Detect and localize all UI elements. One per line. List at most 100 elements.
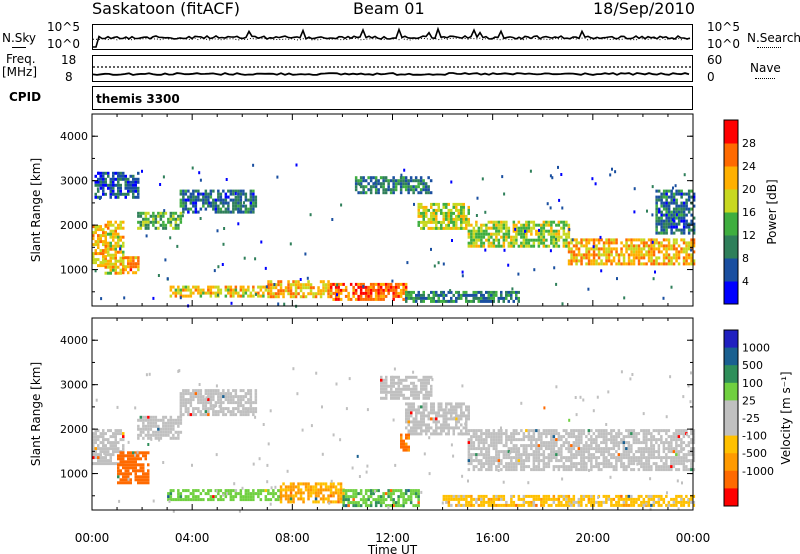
data-cell bbox=[660, 204, 663, 208]
data-cell bbox=[577, 441, 581, 445]
data-cell bbox=[572, 462, 576, 466]
data-cell bbox=[610, 250, 613, 254]
data-cell bbox=[535, 232, 538, 236]
data-cell bbox=[660, 244, 663, 248]
data-cell bbox=[260, 240, 263, 244]
data-cell bbox=[249, 498, 253, 502]
data-cell bbox=[362, 495, 365, 499]
data-cell bbox=[97, 438, 100, 442]
data-cell bbox=[467, 299, 470, 303]
data-cell bbox=[390, 384, 393, 388]
data-cell bbox=[686, 433, 689, 437]
data-cell bbox=[655, 195, 658, 199]
data-cell bbox=[550, 432, 553, 436]
data-cell bbox=[119, 192, 122, 196]
data-cell bbox=[457, 420, 460, 424]
data-cell bbox=[542, 432, 546, 436]
data-cell bbox=[540, 459, 543, 463]
data-cell bbox=[242, 407, 245, 411]
data-cell bbox=[257, 489, 260, 493]
data-cell bbox=[540, 497, 543, 501]
data-cell bbox=[407, 405, 410, 409]
data-cell bbox=[357, 297, 360, 301]
data-cell bbox=[520, 459, 523, 463]
data-cell bbox=[174, 226, 178, 230]
data-cell bbox=[349, 297, 353, 301]
data-cell bbox=[622, 500, 626, 504]
data-cell bbox=[174, 220, 178, 224]
data-cell bbox=[555, 453, 558, 457]
data-cell bbox=[430, 211, 433, 215]
data-cell bbox=[652, 444, 656, 448]
data-cell bbox=[562, 220, 566, 224]
data-cell bbox=[455, 226, 458, 230]
data-cell bbox=[680, 438, 683, 442]
data-cell bbox=[475, 223, 478, 227]
beam-title: Beam 01 bbox=[353, 0, 425, 18]
data-cell bbox=[169, 288, 173, 292]
data-cell bbox=[442, 423, 445, 427]
data-cell bbox=[207, 198, 210, 202]
data-cell bbox=[542, 465, 546, 469]
data-cell bbox=[119, 220, 122, 224]
data-cell bbox=[580, 259, 583, 263]
data-cell bbox=[139, 223, 143, 227]
data-cell bbox=[117, 432, 120, 436]
data-cell bbox=[467, 453, 471, 457]
data-cell bbox=[490, 290, 493, 294]
data-cell bbox=[510, 447, 513, 451]
data-cell bbox=[677, 219, 681, 223]
data-cell bbox=[252, 204, 255, 208]
data-cell bbox=[169, 415, 173, 419]
data-cell bbox=[675, 225, 678, 229]
data-cell bbox=[594, 182, 597, 186]
data-cell bbox=[127, 463, 130, 467]
data-cell bbox=[627, 447, 631, 451]
data-cell bbox=[399, 188, 403, 192]
data-cell bbox=[555, 232, 558, 236]
data-cell bbox=[640, 250, 643, 254]
data-cell bbox=[650, 250, 653, 254]
data-cell bbox=[595, 459, 598, 463]
data-cell bbox=[497, 459, 501, 463]
data-cell bbox=[182, 294, 185, 298]
data-cell bbox=[490, 226, 493, 230]
data-cell bbox=[557, 229, 561, 233]
data-cell bbox=[331, 218, 334, 221]
data-cell bbox=[352, 495, 355, 499]
data-cell bbox=[557, 223, 561, 227]
data-cell bbox=[652, 503, 656, 507]
data-cell bbox=[192, 389, 195, 393]
data-cell bbox=[690, 500, 693, 504]
data-cell bbox=[525, 220, 528, 224]
data-cell bbox=[422, 393, 425, 397]
data-cell bbox=[239, 285, 243, 289]
data-cell bbox=[485, 500, 488, 504]
data-cell bbox=[482, 456, 486, 460]
data-cell bbox=[427, 191, 430, 195]
data-cell bbox=[602, 447, 606, 451]
data-cell bbox=[265, 285, 268, 289]
data-cell bbox=[630, 450, 633, 454]
data-cell bbox=[163, 209, 166, 213]
data-cell bbox=[207, 195, 210, 199]
data-cell bbox=[672, 435, 676, 439]
data-cell bbox=[467, 208, 470, 212]
data-cell bbox=[317, 292, 320, 296]
data-cell bbox=[212, 291, 215, 295]
data-cell bbox=[294, 485, 298, 489]
data-cell bbox=[212, 398, 215, 402]
data-cell bbox=[92, 252, 95, 256]
data-cell bbox=[234, 198, 238, 202]
data-cell bbox=[487, 462, 491, 466]
data-cell bbox=[137, 268, 140, 272]
data-cell bbox=[272, 495, 275, 499]
data-cell bbox=[600, 269, 603, 273]
data-cell bbox=[550, 435, 553, 439]
data-cell bbox=[234, 201, 238, 205]
data-cell bbox=[665, 222, 668, 226]
data-cell bbox=[662, 192, 666, 196]
data-cell bbox=[462, 208, 465, 212]
data-cell bbox=[307, 482, 310, 486]
data-cell bbox=[369, 504, 373, 508]
